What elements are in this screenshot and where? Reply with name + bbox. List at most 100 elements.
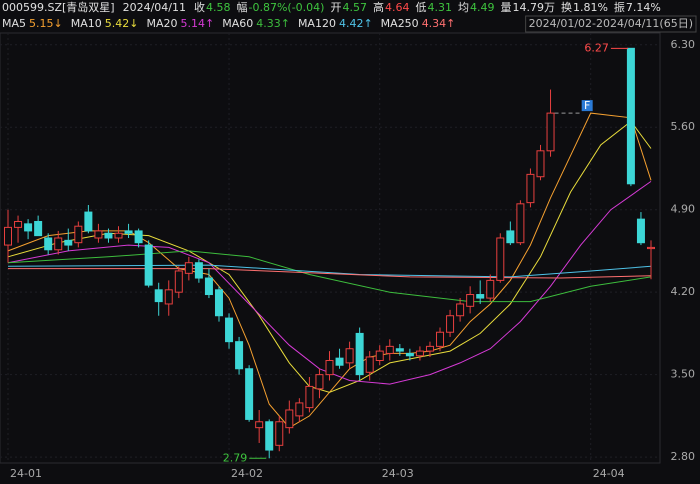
candle-body	[124, 230, 133, 234]
candle-body	[245, 368, 254, 420]
y-tick-label: 4.20	[671, 285, 696, 298]
plot-frame	[0, 32, 661, 464]
candle-body	[446, 315, 455, 333]
candle-body	[114, 232, 123, 239]
legend-name: MA60	[222, 17, 253, 30]
candle-body	[315, 374, 324, 390]
candle-body	[34, 220, 43, 237]
candle-body	[325, 360, 334, 376]
ma-line	[7, 264, 652, 278]
high-label: 6.27	[584, 41, 609, 54]
candle-body	[44, 237, 53, 251]
candle-body	[456, 303, 465, 317]
candle-body	[104, 232, 113, 239]
candle-body	[154, 289, 163, 303]
candle-body	[476, 294, 485, 299]
low-label: 2.79	[223, 451, 248, 464]
candle-body	[405, 352, 414, 357]
candle-body	[516, 203, 525, 244]
y-tick-label: 6.30	[671, 38, 696, 51]
legend-value: 5.15↓	[29, 17, 63, 30]
candle-body	[335, 357, 344, 366]
y-tick-label: 4.90	[671, 203, 696, 216]
plot: 6.30 5.60 4.90 4.20 3.50 2.80 24-01 24-02 24-03 2…	[0, 33, 695, 480]
candle-body	[24, 223, 33, 232]
ma-line	[7, 180, 652, 385]
date-range-box	[525, 15, 697, 33]
legend-value: 5.42↓	[105, 17, 139, 30]
ma-line	[8, 268, 652, 279]
candle-body	[54, 237, 63, 251]
candle-body	[395, 348, 404, 352]
legend-value: 5.14↑	[180, 17, 214, 30]
legend-name: MA120	[298, 17, 336, 30]
stock-code: 000599.SZ[青岛双星]	[2, 0, 115, 14]
candle-body	[285, 409, 294, 429]
candle-body	[305, 385, 314, 409]
candle-body	[365, 356, 374, 373]
legend-name: MA10	[71, 17, 102, 30]
candle-body	[375, 350, 384, 362]
candle-body	[486, 279, 495, 299]
candle-body	[84, 211, 93, 232]
marker-box	[581, 100, 593, 112]
legend-value: 4.33↑	[256, 17, 290, 30]
candle-body	[436, 331, 445, 347]
y-tick-label: 2.80	[671, 450, 696, 463]
candle-body	[4, 226, 12, 246]
candle-body	[536, 150, 545, 178]
candle-body	[14, 220, 23, 228]
candle-body	[355, 332, 364, 376]
legend-name: MA5	[2, 17, 26, 30]
field-value: 4.31	[427, 1, 452, 14]
x-tick-label: 24-01	[10, 467, 42, 480]
candle-body	[526, 173, 535, 204]
field-label: 高	[373, 0, 384, 14]
field-label: 换	[561, 0, 572, 14]
candle-body	[647, 246, 655, 250]
y-tick-label: 5.60	[671, 120, 696, 133]
candle-body	[636, 218, 645, 244]
field-value: 4.64	[385, 1, 410, 14]
candle-body	[466, 294, 475, 307]
y-tick-label: 3.50	[671, 368, 696, 381]
candle-body	[506, 230, 515, 244]
candle-body	[204, 277, 213, 296]
field-label: 低	[415, 1, 426, 14]
candle-body	[496, 237, 505, 281]
candle-body	[425, 345, 434, 352]
field-label: 幅	[237, 1, 248, 14]
candle-body	[415, 350, 424, 357]
candle-body	[225, 317, 234, 343]
header: 000599.SZ[青岛双星] 2024/04/11 收 4.58 幅 -0.87%(-0…	[2, 0, 661, 14]
field-label: 振	[614, 0, 625, 14]
field-label: 均	[458, 1, 469, 14]
field-label: 收	[194, 0, 205, 14]
candle-body	[546, 112, 555, 152]
ma-line	[7, 112, 652, 429]
candle-body	[385, 345, 394, 354]
legend-value: 4.34↑	[422, 17, 456, 30]
x-tick-label: 24-02	[231, 467, 263, 480]
candle-body	[64, 239, 73, 246]
candle-body	[275, 421, 284, 446]
candle-body	[94, 230, 103, 239]
legend: MA5 5.15↓ MA10 5.42↓ MA20 5.14↑ MA60 4.33↑ MA120…	[2, 15, 697, 33]
candle-body	[345, 348, 354, 364]
legend-value: 4.42↑	[339, 17, 373, 30]
field-label: 量	[500, 1, 511, 14]
field-value: 14.79万	[512, 1, 555, 14]
candle-body	[134, 230, 143, 244]
candle-body	[184, 262, 193, 274]
candle-body	[626, 47, 635, 185]
field-value: 1.81%	[573, 1, 608, 14]
candle-body	[265, 421, 274, 451]
field-value: 4.49	[470, 1, 495, 14]
x-tick-label: 24-03	[382, 467, 414, 480]
candle-body	[74, 225, 83, 244]
candle-body	[194, 262, 203, 279]
field-value: 4.57	[342, 1, 367, 14]
